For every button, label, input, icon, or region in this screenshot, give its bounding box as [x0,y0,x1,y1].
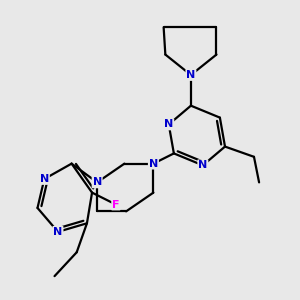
Text: N: N [164,119,173,129]
Text: N: N [53,227,63,237]
Text: N: N [40,174,49,184]
Text: N: N [92,177,102,188]
Text: N: N [186,70,196,80]
Text: N: N [149,159,158,169]
Text: N: N [198,160,208,170]
Text: F: F [112,200,120,209]
